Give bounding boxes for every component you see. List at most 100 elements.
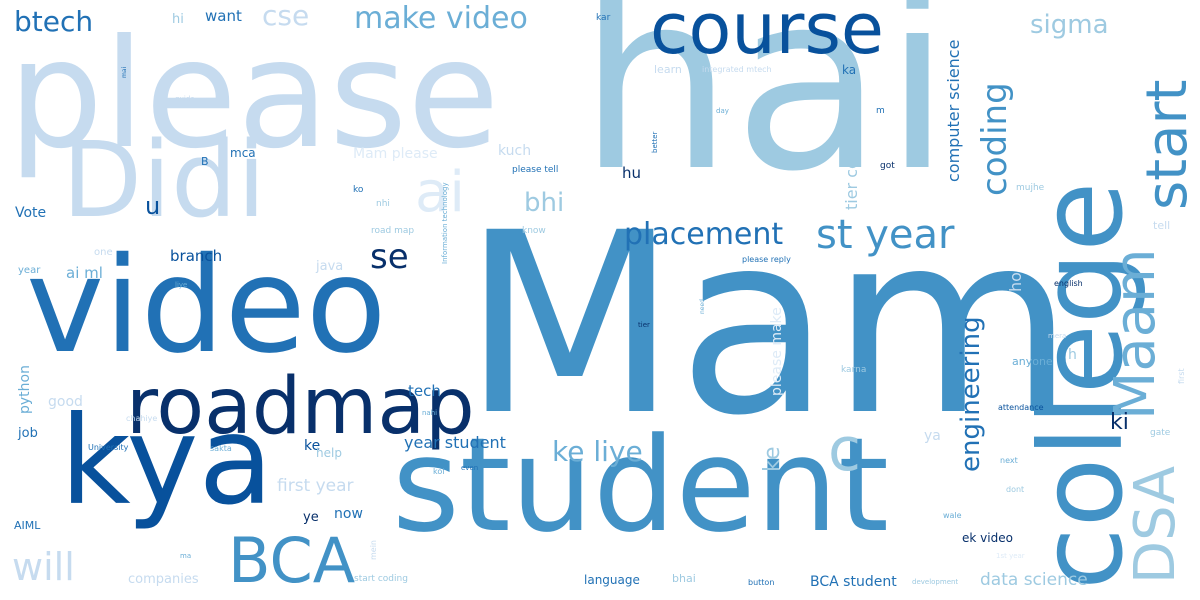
word-know: know bbox=[522, 226, 546, 236]
word-integrated-mtech: integrated mtech bbox=[702, 65, 772, 74]
word-learn: learn bbox=[654, 63, 682, 76]
word-ka: ka bbox=[842, 63, 857, 77]
word-h: h bbox=[1068, 347, 1077, 363]
word-button: button bbox=[748, 578, 775, 587]
word-ai-ml: ai ml bbox=[66, 264, 103, 282]
word-nahi: nahi bbox=[422, 409, 438, 417]
word-ya: ya bbox=[924, 428, 941, 444]
word-mai: mai bbox=[121, 66, 128, 78]
word-better: better bbox=[651, 131, 659, 153]
word-didi: Didi bbox=[62, 119, 266, 241]
word-university: University bbox=[88, 443, 129, 452]
word-tier: tier bbox=[638, 321, 650, 329]
word-job: job bbox=[18, 426, 38, 441]
word-tech: tech bbox=[408, 382, 441, 400]
word-ko: ko bbox=[353, 185, 364, 195]
word-se: se bbox=[370, 237, 409, 277]
word-language: language bbox=[584, 573, 640, 587]
word-branch: branch bbox=[170, 247, 223, 265]
word-chahiye: chahiye bbox=[126, 414, 158, 423]
word-c: c bbox=[828, 415, 861, 485]
word-year-student: year student bbox=[404, 433, 506, 452]
word-hi: hi bbox=[172, 12, 184, 27]
word-btech: btech bbox=[14, 5, 94, 38]
word-bhai: bhai bbox=[672, 572, 696, 585]
word-need: need bbox=[699, 299, 706, 314]
word-dsa: DSA bbox=[1123, 465, 1188, 584]
word-good: good bbox=[48, 394, 83, 410]
word-help: help bbox=[316, 446, 342, 460]
word-information-technology: Information technology bbox=[441, 182, 449, 264]
word-make-video: make video bbox=[354, 1, 528, 36]
word-please-tell: please tell bbox=[512, 165, 559, 175]
word-python: python bbox=[17, 365, 33, 414]
word-vote: Vote bbox=[15, 205, 47, 221]
word-u: u bbox=[145, 192, 161, 220]
word-development: development bbox=[912, 578, 959, 586]
word-gate: gate bbox=[1150, 428, 1171, 438]
word-next: next bbox=[1000, 456, 1018, 465]
word-sakta: sakta bbox=[210, 444, 232, 453]
word-karna: karna bbox=[841, 365, 867, 375]
word-ai: ai bbox=[415, 160, 465, 225]
word-please-reply: please reply bbox=[742, 255, 791, 264]
word-koi: koi bbox=[433, 467, 445, 476]
word-course: course bbox=[650, 0, 884, 70]
word-mca: mca bbox=[230, 146, 256, 160]
word-please: please bbox=[8, 8, 500, 182]
word-now: now bbox=[334, 506, 363, 522]
word-st-year: st year bbox=[816, 212, 955, 258]
word-companies: companies bbox=[128, 572, 199, 587]
word-data-science: data science bbox=[980, 570, 1088, 590]
word-student: student bbox=[392, 409, 889, 561]
word-video: video bbox=[26, 229, 387, 383]
word-maam: Maam bbox=[1103, 248, 1168, 421]
word-first-year: first year bbox=[277, 476, 354, 496]
word-one: one bbox=[94, 247, 113, 258]
word-ke-liye: ke liye bbox=[552, 435, 643, 468]
word-bca: BCA bbox=[228, 524, 356, 597]
word-roadmap: roadmap bbox=[126, 362, 475, 452]
word-english: english bbox=[1054, 279, 1083, 288]
word-coding: coding bbox=[975, 82, 1015, 196]
word-will: will bbox=[12, 545, 75, 589]
word-start-coding: start coding bbox=[354, 574, 408, 584]
word-ki: ki bbox=[1110, 410, 1129, 435]
word-mera: mera bbox=[1048, 332, 1067, 340]
word-ke: ke bbox=[304, 438, 321, 454]
word-java: java bbox=[316, 259, 344, 274]
word-ek-video: ek video bbox=[962, 531, 1013, 545]
word-mein: mein bbox=[369, 539, 378, 560]
word-computer-science: computer science bbox=[944, 39, 963, 182]
word-hu: hu bbox=[622, 164, 642, 182]
word-nhi: nhi bbox=[376, 199, 390, 209]
word-ma: ma bbox=[180, 552, 192, 560]
word-bca-student: BCA student bbox=[810, 574, 897, 590]
word-ye: ye bbox=[303, 510, 319, 525]
word-ke: ke bbox=[760, 446, 785, 473]
word-first: first bbox=[1177, 368, 1186, 384]
word-sigma: sigma bbox=[1030, 10, 1109, 40]
word-mam: Mam bbox=[462, 179, 1075, 470]
word-placement: placement bbox=[624, 217, 784, 252]
word-engineering: engineering bbox=[956, 316, 986, 472]
word-attendance: attendance bbox=[998, 403, 1044, 412]
word-please-make: please make bbox=[769, 307, 785, 396]
word-kya: kya bbox=[60, 390, 274, 532]
word-hai: hai bbox=[578, 0, 952, 225]
word-mam-please: Mam please bbox=[353, 146, 438, 162]
word-mujhe: mujhe bbox=[1016, 183, 1045, 193]
word-dont: dont bbox=[1006, 485, 1025, 494]
word-liye: liye bbox=[175, 281, 188, 289]
word-tell: tell bbox=[1153, 219, 1171, 232]
word-wale: wale bbox=[943, 511, 962, 520]
word-start: start bbox=[1135, 79, 1200, 210]
word-year: year bbox=[18, 265, 41, 276]
word-anyone: anyone bbox=[1012, 355, 1053, 368]
word-ho: ho bbox=[1006, 272, 1025, 292]
word-1st-year: 1st year bbox=[996, 552, 1025, 560]
word-kuch: kuch bbox=[498, 143, 532, 159]
word-cse: cse bbox=[262, 0, 310, 32]
word-want: want bbox=[205, 7, 242, 25]
